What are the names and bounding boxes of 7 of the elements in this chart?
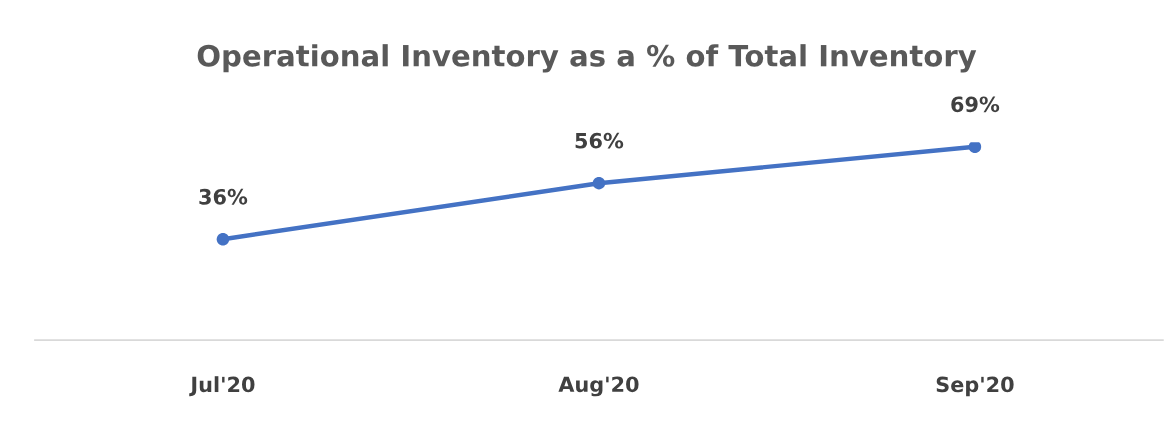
x-tick-label: Sep'20 xyxy=(936,376,1014,397)
data-label: 69% xyxy=(951,96,1000,113)
x-tick-label: Jul'20 xyxy=(189,376,255,397)
data-label: 56% xyxy=(575,132,624,149)
chart-title: Operational Inventory as a % of Total Inventory xyxy=(197,44,977,73)
data-label: 36% xyxy=(199,188,248,205)
x-tick-label: Aug'20 xyxy=(558,376,639,397)
